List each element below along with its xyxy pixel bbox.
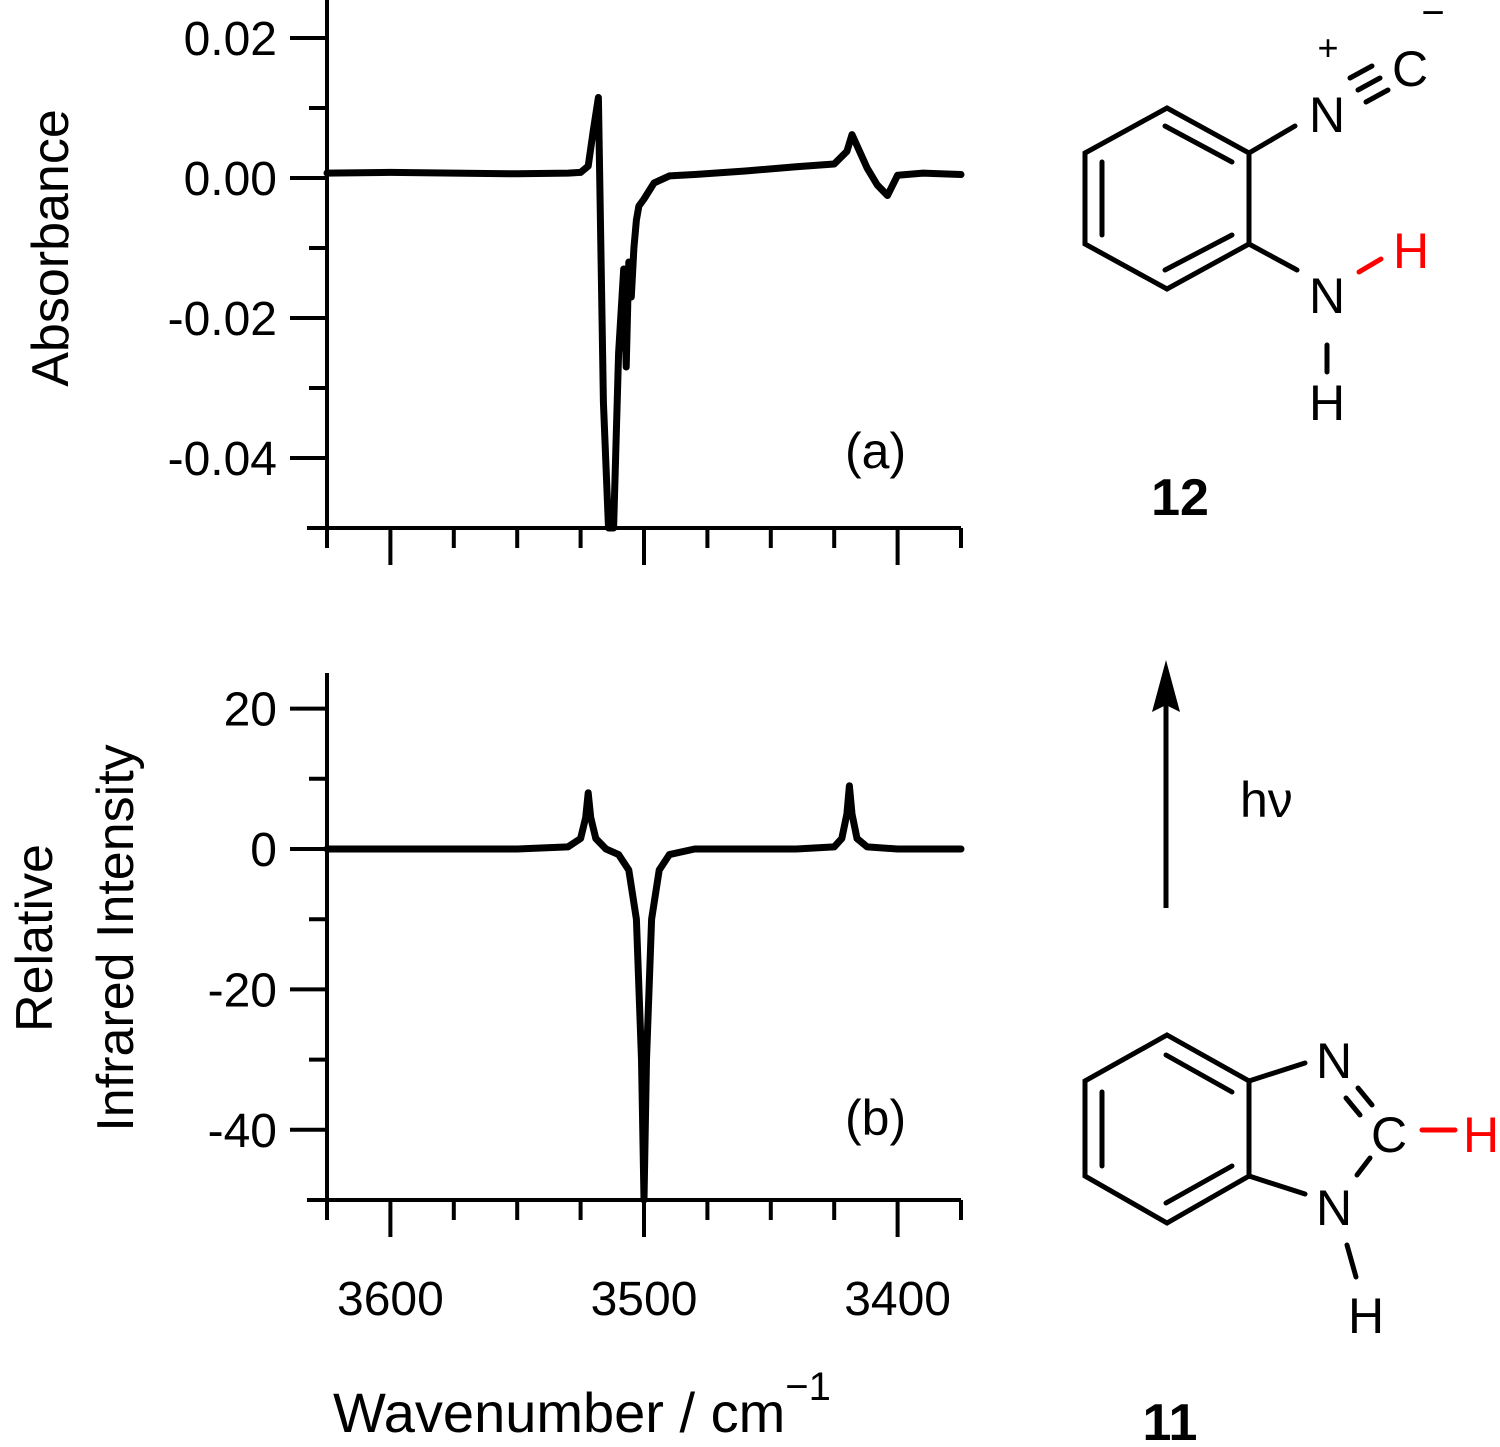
atom-h: H [1348, 1288, 1384, 1344]
ring-double-bond [1162, 232, 1235, 273]
compound-label-11: 11 [1143, 1394, 1198, 1447]
triple-bond [1347, 63, 1375, 81]
x-tick-label: 3500 [591, 1273, 698, 1326]
panel-b-spectrum-line [323, 782, 965, 1204]
y-tick-label: -0.04 [168, 433, 277, 486]
bond-n3-c2-double [1355, 1085, 1375, 1108]
structure-12-isocyanoaniline [1082, 63, 1391, 375]
bond-nh [1344, 1242, 1359, 1280]
charge-minus: − [1421, 0, 1444, 35]
bond-n3-c2-double [1343, 1095, 1363, 1118]
reaction-arrow [1152, 660, 1180, 908]
y-tick-label: -0.02 [168, 293, 277, 346]
atom-c-isocyano: C [1392, 41, 1428, 97]
panel-a-absorbance-plot: 0.02 0.00 -0.02 -0.04 (a) Absorbance [22, 0, 965, 565]
ring-double-bond [1163, 1052, 1235, 1095]
y-tick-label: -20 [208, 964, 277, 1017]
panel-a-axes: 0.02 0.00 -0.02 -0.04 [168, 0, 963, 565]
triple-bond [1355, 75, 1383, 93]
benzene-ring [1082, 105, 1252, 292]
bond-c2-n1 [1354, 1155, 1373, 1178]
atom-n3: N [1316, 1033, 1352, 1089]
panel-a-spectrum-line [323, 94, 965, 532]
compound-label-12: 12 [1151, 469, 1209, 527]
ring-double-bond [1162, 123, 1235, 165]
atom-h-highlighted: H [1463, 1107, 1499, 1163]
panel-b-y-axis-title-line1: Relative [6, 844, 64, 1032]
panel-b-axes: 20 0 -20 -40 3600 3500 3400 [208, 673, 963, 1326]
x-tick-label: 3400 [844, 1273, 951, 1326]
atom-h: H [1309, 375, 1345, 431]
panel-b-intensity-plot: 20 0 -20 -40 3600 3500 3400 (b) Relative Infra… [6, 673, 965, 1326]
panel-b-label: (b) [845, 1090, 906, 1146]
benzene-ring [1082, 1032, 1252, 1226]
panel-a-label: (a) [845, 423, 906, 479]
x-axis-title: Wavenumber / cm−1 [333, 1365, 831, 1444]
bond-ring-n-amine [1246, 241, 1300, 273]
y-tick-label: 0.00 [184, 153, 277, 206]
x-tick-label: 3600 [337, 1273, 444, 1326]
panel-b-y-axis-title-line2: Infrared Intensity [87, 744, 145, 1131]
atom-n-amine: N [1309, 268, 1345, 324]
charge-plus: + [1317, 27, 1338, 68]
atom-n-isocyano: N [1309, 87, 1345, 143]
atom-n1: N [1316, 1180, 1352, 1236]
ring-double-bond [1163, 1163, 1235, 1206]
triple-bond [1363, 87, 1391, 105]
y-tick-label: -40 [208, 1105, 277, 1158]
atom-c2: C [1371, 1107, 1407, 1163]
structure-11-benzimidazole [1082, 1032, 1458, 1280]
y-tick-label: 0.02 [184, 13, 277, 66]
atom-h-highlighted: H [1393, 223, 1429, 279]
bond-ring-n3 [1246, 1060, 1308, 1084]
arrow-up-icon [1152, 660, 1180, 712]
bond-ring-n1 [1246, 1173, 1308, 1197]
y-tick-label: 0 [250, 824, 277, 877]
y-tick-label: 20 [224, 684, 277, 737]
bond-nh-highlighted [1356, 256, 1384, 275]
bond-ring-n-isocyano [1246, 123, 1298, 156]
hv-label: hν [1240, 772, 1293, 828]
panel-a-y-axis-title: Absorbance [22, 109, 80, 387]
